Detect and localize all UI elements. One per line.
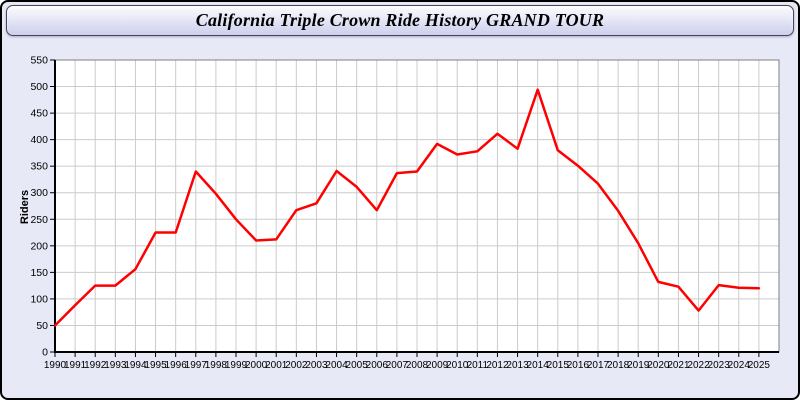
y-tick-label: 500 bbox=[30, 81, 48, 93]
y-axis-title: Riders bbox=[19, 189, 31, 225]
x-tick-label: 2012 bbox=[486, 360, 509, 371]
x-tick-label: 2004 bbox=[325, 360, 348, 371]
x-tick-label: 1997 bbox=[185, 360, 208, 371]
x-tick-label: 2008 bbox=[406, 360, 429, 371]
x-tick-label: 2022 bbox=[687, 360, 710, 371]
x-tick-label: 2010 bbox=[446, 360, 469, 371]
x-tick-label: 2025 bbox=[748, 360, 771, 371]
x-tick-label: 2001 bbox=[265, 360, 288, 371]
x-tick-label: 2002 bbox=[285, 360, 308, 371]
y-tick-label: 0 bbox=[42, 347, 48, 359]
y-tick-label: 150 bbox=[30, 267, 48, 279]
y-tick-label: 450 bbox=[30, 108, 48, 120]
y-tick-label: 300 bbox=[30, 187, 48, 199]
x-tick-label: 2024 bbox=[728, 360, 751, 371]
x-tick-label: 1995 bbox=[144, 360, 167, 371]
x-tick-label: 2016 bbox=[567, 360, 590, 371]
x-tick-label: 2023 bbox=[708, 360, 731, 371]
x-tick-label: 1998 bbox=[205, 360, 228, 371]
y-tick-label: 400 bbox=[30, 134, 48, 146]
x-tick-label: 2018 bbox=[607, 360, 630, 371]
x-tick-label: 2007 bbox=[386, 360, 409, 371]
page-title: California Triple Crown Ride History GRA… bbox=[195, 10, 605, 30]
y-tick-label: 200 bbox=[30, 240, 48, 252]
y-tick-label: 250 bbox=[30, 214, 48, 226]
x-tick-label: 2009 bbox=[426, 360, 449, 371]
x-tick-label: 1991 bbox=[64, 360, 87, 371]
header-banner: California Triple Crown Ride History GRA… bbox=[6, 5, 794, 36]
x-tick-label: 1993 bbox=[104, 360, 127, 371]
riders-series-line bbox=[53, 88, 761, 327]
y-tick-label: 550 bbox=[30, 55, 48, 67]
x-tick-label: 1994 bbox=[124, 360, 147, 371]
x-tick-label: 2014 bbox=[527, 360, 550, 371]
x-tick-label: 2020 bbox=[647, 360, 670, 371]
y-tick-label: 350 bbox=[30, 161, 48, 173]
x-tick-label: 2019 bbox=[627, 360, 650, 371]
x-tick-label: 1999 bbox=[225, 360, 248, 371]
x-tick-label: 2017 bbox=[587, 360, 610, 371]
x-tick-label: 2021 bbox=[667, 360, 690, 371]
x-tick-label: 1996 bbox=[165, 360, 188, 371]
x-tick-label: 1990 bbox=[44, 360, 67, 371]
x-tick-label: 2000 bbox=[245, 360, 268, 371]
y-tick-label: 50 bbox=[36, 320, 48, 332]
x-tick-label: 2011 bbox=[467, 360, 489, 371]
x-tick-label: 2006 bbox=[366, 360, 389, 371]
x-tick-label: 2005 bbox=[346, 360, 369, 371]
y-tick-label: 100 bbox=[30, 293, 48, 305]
x-tick-label: 2015 bbox=[547, 360, 570, 371]
x-tick-label: 2003 bbox=[305, 360, 328, 371]
x-tick-label: 1992 bbox=[84, 360, 107, 371]
x-tick-label: 2013 bbox=[506, 360, 529, 371]
